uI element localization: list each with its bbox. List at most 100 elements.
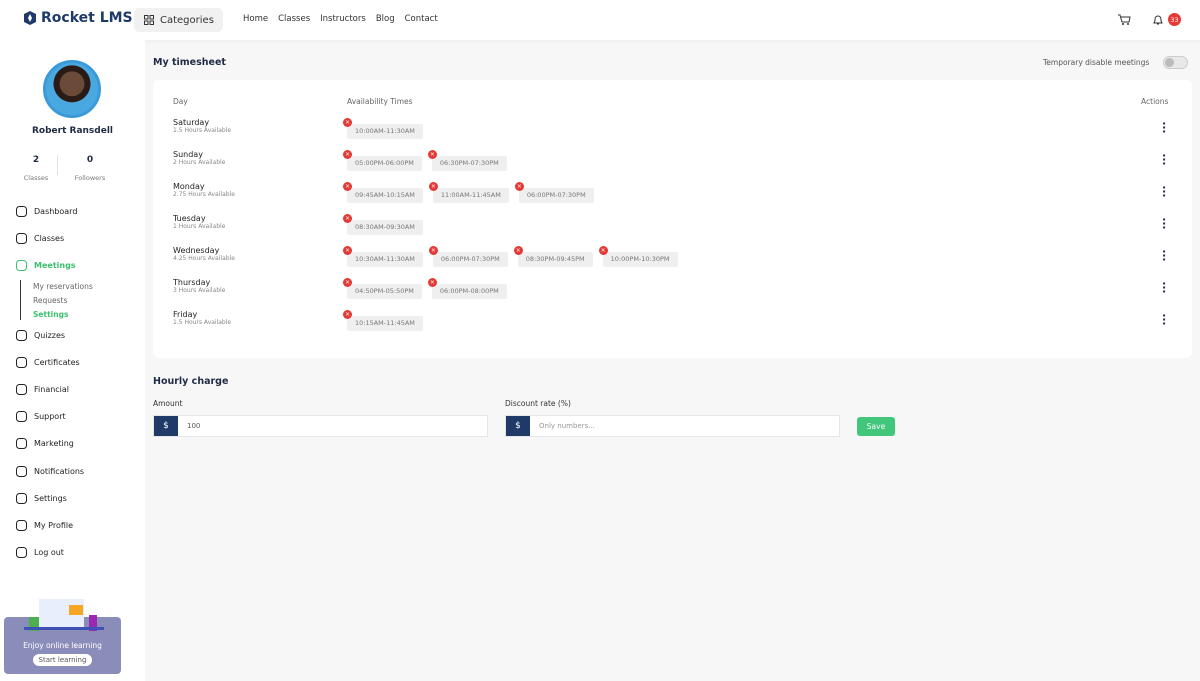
delete-slot[interactable]: × — [343, 182, 352, 191]
save-button[interactable]: Save — [857, 417, 895, 436]
menu-icon — [16, 438, 27, 450]
toggle-switch[interactable] — [1163, 56, 1188, 69]
menu-item[interactable]: Settings — [15, 485, 93, 512]
menu-label: Quizzes — [34, 330, 66, 340]
time-slots: 04:50PM-05:50PM × 06:00PM-08:00PM × — [343, 278, 507, 299]
menu-item[interactable]: Classes — [15, 225, 93, 252]
day-cell: Tuesday 1 Hours Available — [173, 214, 225, 230]
menu-icon — [16, 384, 27, 396]
day-name: Saturday — [173, 118, 210, 127]
promo-text: Enjoy online learning — [23, 641, 102, 650]
menu-icon — [16, 411, 27, 423]
time-slot: 04:50PM-05:50PM × — [343, 278, 422, 299]
time-slot: 06:00PM-07:30PM × — [428, 246, 508, 267]
stat-label: Followers — [74, 174, 106, 182]
nav-link[interactable]: Home — [243, 14, 269, 24]
menu-item[interactable]: Support — [15, 403, 93, 430]
delete-slot[interactable]: × — [343, 278, 352, 287]
menu-item[interactable]: Meetings — [15, 252, 93, 279]
submenu-item[interactable]: My reservations — [33, 281, 93, 291]
nav-link[interactable]: Instructors — [320, 14, 366, 24]
delete-slot[interactable]: × — [598, 246, 608, 255]
promo-button[interactable]: Start learning — [32, 654, 93, 666]
menu-label: Certificates — [34, 357, 80, 367]
time-text: 10:30AM-11:30AM — [355, 255, 415, 263]
menu-item[interactable]: Certificates — [15, 349, 93, 376]
user-name: Robert Ransdell — [31, 126, 114, 136]
delete-slot[interactable]: × — [427, 150, 437, 159]
input-prefix: $ — [506, 416, 530, 436]
input-value: 100 — [187, 422, 201, 430]
delete-slot[interactable]: × — [343, 118, 352, 127]
timesheet-row: Sunday 2 Hours Available 05:00PM-06:00PM × 0… — [153, 150, 1192, 182]
bell-icon[interactable] — [1152, 14, 1164, 26]
timesheet-row: Thursday 3 Hours Available 04:50PM-05:50PM… — [153, 278, 1192, 310]
menu-item[interactable]: Marketing — [15, 430, 93, 457]
stat: 0 Followers — [54, 155, 126, 184]
discount-input[interactable]: $ Only numbers... — [505, 415, 840, 437]
time-slot: 11:00AM-11:45AM × — [428, 182, 509, 203]
time-text: 06:00PM-08:00PM — [439, 287, 499, 295]
menu-item[interactable]: Notifications — [15, 458, 93, 485]
day-hours: 1 Hours Available — [173, 223, 226, 230]
delete-slot[interactable]: × — [513, 246, 523, 255]
nav-link[interactable]: Contact — [404, 14, 438, 24]
menu-label: Classes — [34, 234, 65, 244]
day-hours: 1.5 Hours Available — [173, 127, 232, 134]
row-actions[interactable]: · · · — [1162, 309, 1167, 330]
row-actions[interactable]: · · · — [1162, 245, 1167, 266]
day-name: Sunday — [173, 150, 203, 159]
stat-divider — [57, 155, 58, 175]
menu-item[interactable]: Financial — [15, 376, 93, 403]
day-cell: Thursday 3 Hours Available — [173, 278, 225, 294]
amount-input[interactable]: $100 — [153, 415, 488, 437]
day-name: Wednesday — [173, 246, 220, 255]
delete-slot[interactable]: × — [427, 278, 437, 287]
menu-item[interactable]: Quizzes — [15, 322, 93, 349]
timesheet-row: Saturday 1.5 Hours Available 10:00AM-11:30… — [153, 118, 1192, 150]
submenu-item[interactable]: Requests — [33, 295, 68, 305]
delete-slot[interactable]: × — [343, 150, 352, 159]
menu-item[interactable]: My Profile — [15, 512, 93, 539]
stat-value: 0 — [86, 155, 94, 165]
stat-value: 2 — [32, 155, 40, 165]
day-hours: 2.75 Hours Available — [173, 191, 235, 198]
stat: 2 Classes — [0, 155, 72, 184]
toggle-label: Temporary disable meetings — [1043, 58, 1150, 67]
time-slot: 10:00PM-10:30PM × — [598, 246, 678, 267]
timesheet-row: Friday 1.5 Hours Available 10:15AM-11:45AM… — [153, 310, 1192, 342]
time-text: 10:00PM-10:30PM — [610, 255, 670, 263]
day-hours: 2 Hours Available — [173, 159, 226, 166]
time-text: 04:50PM-05:50PM — [355, 287, 414, 295]
menu-icon — [16, 233, 27, 245]
categories-button[interactable]: Categories — [134, 8, 223, 32]
day-hours: 4.25 Hours Available — [173, 255, 235, 262]
menu-label: Dashboard — [34, 207, 78, 217]
submenu-item[interactable]: Settings — [33, 309, 69, 319]
cart-icon[interactable] — [1117, 13, 1131, 26]
menu-icon — [16, 260, 27, 272]
nav-link[interactable]: Blog — [375, 14, 395, 24]
input-placeholder: Only numbers... — [539, 422, 595, 430]
time-text: 08:30PM-09:45PM — [525, 255, 585, 263]
logo[interactable]: Rocket LMS — [22, 10, 133, 26]
delete-slot[interactable]: × — [343, 214, 352, 223]
row-actions[interactable]: · · · — [1162, 181, 1167, 202]
delete-slot[interactable]: × — [514, 182, 524, 191]
menu-label: Log out — [34, 548, 64, 558]
promo-banner: Enjoy online learning Start learning — [4, 599, 121, 674]
menu-item[interactable]: Log out — [15, 539, 93, 566]
avatar — [43, 60, 101, 118]
delete-slot[interactable]: × — [428, 246, 438, 255]
row-actions[interactable]: · · · — [1162, 277, 1167, 298]
delete-slot[interactable]: × — [343, 246, 352, 255]
row-actions[interactable]: · · · — [1162, 149, 1167, 170]
promo-illustration — [24, 599, 104, 631]
row-actions[interactable]: · · · — [1162, 213, 1167, 234]
delete-slot[interactable]: × — [428, 182, 438, 191]
time-slot: 05:00PM-06:00PM × — [343, 150, 422, 171]
nav-link[interactable]: Classes — [278, 14, 311, 24]
menu-item[interactable]: Dashboard — [15, 198, 93, 225]
delete-slot[interactable]: × — [343, 310, 352, 319]
row-actions[interactable]: · · · — [1162, 117, 1167, 138]
